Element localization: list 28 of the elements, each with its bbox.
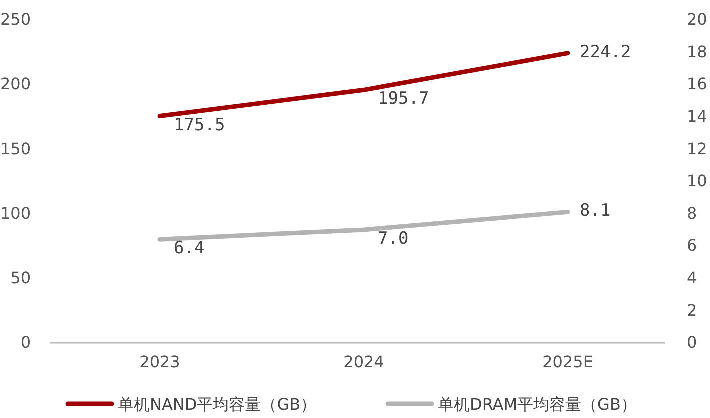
y2-tick-label: 4 bbox=[687, 268, 698, 288]
y2-tick-label: 14 bbox=[687, 107, 708, 126]
y2-tick-label: 12 bbox=[687, 139, 708, 158]
y2-tick-label: 0 bbox=[687, 333, 698, 352]
data-label: 8.1 bbox=[580, 201, 611, 222]
legend-label: 单机DRAM平均容量（GB） bbox=[438, 395, 637, 414]
y2-tick-label: 16 bbox=[687, 74, 708, 94]
y2-tick-label: 10 bbox=[687, 172, 708, 191]
y2-tick-label: 8 bbox=[687, 204, 698, 223]
y2-tick-label: 18 bbox=[687, 42, 708, 62]
y-tick-label: 50 bbox=[10, 268, 31, 288]
data-label: 7.0 bbox=[378, 228, 409, 249]
y2-tick-label: 20 bbox=[687, 10, 708, 30]
x-tick-label: 2023 bbox=[140, 352, 180, 372]
y-tick-label: 200 bbox=[0, 74, 31, 94]
data-label: 175.5 bbox=[174, 115, 226, 136]
x-tick-label: 2025E bbox=[542, 352, 594, 372]
x-tick-label: 2024 bbox=[344, 352, 384, 372]
data-label: 224.2 bbox=[580, 42, 632, 62]
y-tick-label: 150 bbox=[0, 139, 31, 158]
y-tick-label: 0 bbox=[20, 333, 31, 352]
y2-tick-label: 6 bbox=[687, 236, 698, 256]
y-tick-label: 250 bbox=[0, 10, 31, 30]
legend-label: 单机NAND平均容量（GB） bbox=[118, 395, 317, 414]
y-tick-label: 100 bbox=[0, 204, 31, 223]
data-label: 6.4 bbox=[174, 238, 205, 259]
y2-tick-label: 2 bbox=[687, 300, 698, 320]
data-label: 195.7 bbox=[378, 89, 430, 110]
